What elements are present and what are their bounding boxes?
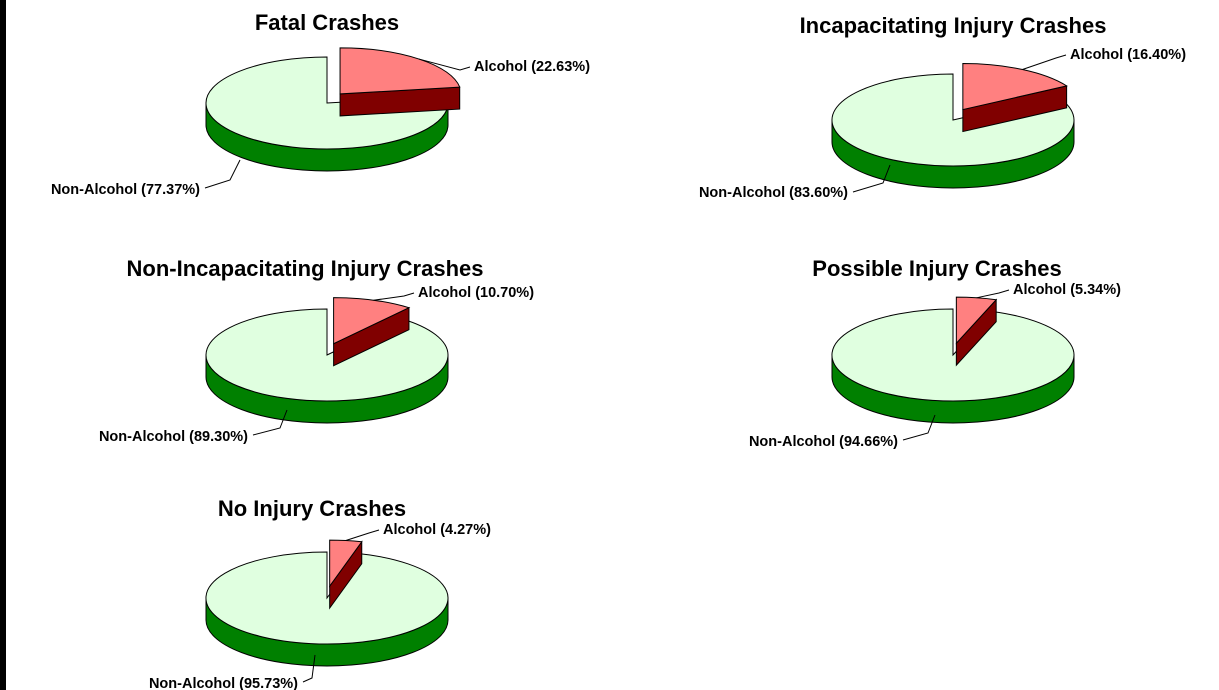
slice — [205, 56, 449, 150]
slice — [831, 308, 1075, 402]
slice — [205, 551, 449, 645]
data-label: Alcohol (16.40%) — [1070, 47, 1186, 63]
pie-title: Non-Incapacitating Injury Crashes — [127, 256, 484, 281]
leader-line — [373, 292, 415, 301]
slice — [205, 308, 449, 402]
data-label: Non-Alcohol (94.66%) — [749, 434, 898, 450]
data-label: Alcohol (22.63%) — [474, 59, 590, 75]
leader-line — [418, 58, 471, 71]
leader-line — [204, 159, 241, 189]
data-label: Non-Alcohol (77.37%) — [51, 182, 200, 198]
data-label: Non-Alcohol (89.30%) — [99, 429, 248, 445]
data-label: Non-Alcohol (83.60%) — [699, 185, 848, 201]
leader-line — [302, 654, 316, 683]
data-label: Alcohol (5.34%) — [1013, 282, 1121, 298]
slice — [333, 297, 411, 345]
leader-line — [852, 164, 891, 193]
pie-title: Incapacitating Injury Crashes — [800, 13, 1107, 38]
slice — [329, 539, 363, 588]
pie-title: No Injury Crashes — [218, 496, 406, 521]
leader-line — [902, 414, 936, 441]
leader-line — [252, 409, 288, 436]
left-border — [0, 0, 6, 690]
leader-line — [976, 289, 1010, 299]
slice — [339, 47, 461, 95]
slice — [955, 296, 998, 345]
leader-line — [345, 529, 380, 541]
slice — [831, 73, 1075, 167]
data-label: Non-Alcohol (95.73%) — [149, 676, 298, 690]
data-label: Alcohol (10.70%) — [418, 285, 534, 301]
pie-title: Possible Injury Crashes — [812, 256, 1061, 281]
data-label: Alcohol (4.27%) — [383, 522, 491, 538]
leader-line — [1022, 54, 1067, 71]
pie-title: Fatal Crashes — [255, 10, 399, 35]
